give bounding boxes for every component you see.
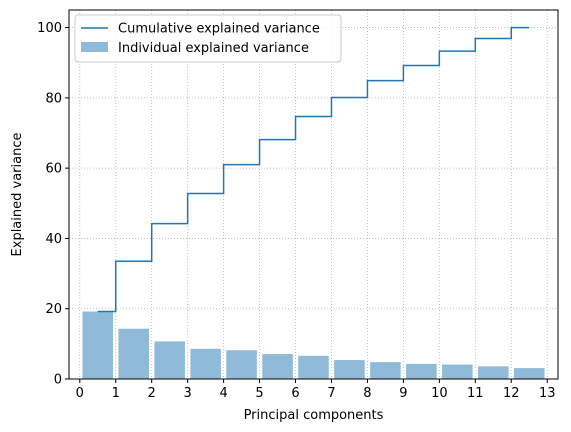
x-tick-label-5: 5 bbox=[255, 386, 263, 401]
legend-box bbox=[74, 14, 342, 63]
x-tick-label-1: 1 bbox=[112, 386, 120, 401]
y-tick-label-20: 20 bbox=[45, 302, 62, 317]
x-tick-label-9: 9 bbox=[399, 386, 407, 401]
x-tick-label-0: 0 bbox=[76, 386, 84, 401]
legend-label-individual: Individual explained variance bbox=[118, 41, 309, 56]
x-tick-label-12: 12 bbox=[503, 386, 520, 401]
x-axis-label: Principal components bbox=[244, 408, 384, 423]
x-tick-label-7: 7 bbox=[327, 386, 335, 401]
bar-11 bbox=[442, 364, 473, 379]
cumulative-step-line bbox=[97, 26, 530, 313]
y-axis-label: Explained variance bbox=[10, 133, 25, 257]
y-tick-label-60: 60 bbox=[45, 162, 62, 177]
y-tick-label-100: 100 bbox=[37, 21, 62, 36]
bar-13 bbox=[513, 368, 545, 379]
cumulative-step-line-layer bbox=[97, 26, 530, 313]
x-tick-label-10: 10 bbox=[431, 386, 448, 401]
bar-12 bbox=[477, 366, 509, 379]
bar-10 bbox=[406, 363, 437, 379]
bar-5 bbox=[226, 350, 257, 379]
legend: Cumulative explained variance Individual… bbox=[74, 14, 342, 63]
legend-swatch-individual bbox=[81, 42, 108, 52]
x-tick-label-6: 6 bbox=[291, 386, 299, 401]
x-tick-label-8: 8 bbox=[363, 386, 371, 401]
y-tick-label-40: 40 bbox=[45, 232, 62, 247]
bar-2 bbox=[118, 328, 150, 379]
bar-9 bbox=[370, 362, 401, 379]
bar-1 bbox=[82, 311, 114, 379]
x-tick-label-2: 2 bbox=[148, 386, 156, 401]
x-tick-label-4: 4 bbox=[219, 386, 227, 401]
x-tick-label-13: 13 bbox=[539, 386, 556, 401]
x-tick-label-11: 11 bbox=[467, 386, 484, 401]
plot-frame bbox=[68, 9, 559, 380]
bar-4 bbox=[190, 348, 221, 379]
y-tick-label-0: 0 bbox=[54, 373, 62, 388]
bar-6 bbox=[262, 354, 293, 379]
bar-3 bbox=[154, 341, 185, 379]
y-tick-label-80: 80 bbox=[45, 91, 62, 106]
legend-label-cumulative: Cumulative explained variance bbox=[118, 22, 320, 37]
bar-8 bbox=[334, 360, 365, 379]
bar-7 bbox=[298, 355, 329, 379]
grid bbox=[69, 10, 558, 380]
bars bbox=[82, 311, 545, 379]
x-tick-label-3: 3 bbox=[184, 386, 192, 401]
